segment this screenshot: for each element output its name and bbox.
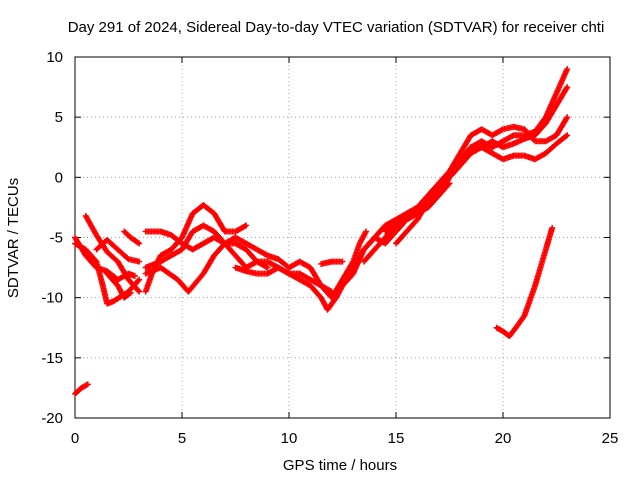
data-point: [363, 228, 370, 235]
grid-lines: [75, 57, 610, 418]
x-tick-label: 15: [388, 430, 405, 447]
y-tick-label: -20: [41, 410, 63, 427]
data-point: [328, 288, 335, 295]
series-track-13: [339, 66, 571, 289]
x-tick-label: 10: [281, 430, 298, 447]
data-point: [134, 239, 141, 246]
data-point: [563, 115, 570, 122]
data-point: [564, 114, 571, 121]
series-track-15: [393, 114, 571, 247]
series-track-18: [72, 381, 91, 397]
series-track-6: [121, 228, 143, 247]
data-point: [339, 258, 346, 265]
data-point: [135, 287, 142, 294]
series-track-16: [382, 132, 571, 235]
data-point: [564, 66, 571, 73]
data-point: [264, 264, 271, 271]
x-axis-label: GPS time / hours: [283, 457, 397, 474]
data-point: [564, 84, 571, 91]
data-point: [126, 290, 133, 297]
data-point: [549, 224, 556, 231]
data-point: [135, 277, 142, 284]
y-axis-label: SDTVAR / TECUs: [5, 178, 22, 298]
data-point: [84, 381, 91, 388]
data-point: [243, 222, 250, 229]
data-point: [563, 85, 570, 92]
series-track-5: [104, 270, 134, 301]
data-point: [136, 240, 143, 247]
y-tick-label: -10: [41, 290, 63, 307]
x-tick-label: 0: [71, 430, 79, 447]
y-tick-label: 5: [55, 109, 63, 126]
series-track-8: [142, 202, 250, 295]
data-point: [131, 273, 138, 280]
data-point: [83, 382, 90, 389]
series-track-11: [232, 264, 335, 295]
x-tick-label: 20: [495, 430, 512, 447]
chart-title: Day 291 of 2024, Sidereal Day-to-day VTE…: [68, 19, 605, 36]
data-marks: [72, 66, 571, 397]
axis-ticks: 0 5 10 15 20 25 -20 -15 -10 -5 0 5 10: [41, 49, 618, 447]
data-point: [127, 289, 134, 296]
data-point: [136, 276, 143, 283]
y-tick-label: 10: [46, 49, 63, 66]
y-tick-label: 0: [55, 169, 63, 186]
x-tick-label: 5: [178, 430, 186, 447]
series-track-12: [318, 258, 346, 267]
data-point: [136, 288, 143, 295]
y-tick-label: -5: [50, 230, 63, 247]
series-track-17: [493, 224, 556, 340]
series-track-7: [142, 240, 271, 295]
data-point: [136, 258, 143, 265]
data-point: [564, 132, 571, 139]
x-tick-label: 25: [602, 430, 619, 447]
data-point: [563, 133, 570, 140]
series-track-4: [93, 236, 143, 265]
y-tick-label: -15: [41, 350, 63, 367]
